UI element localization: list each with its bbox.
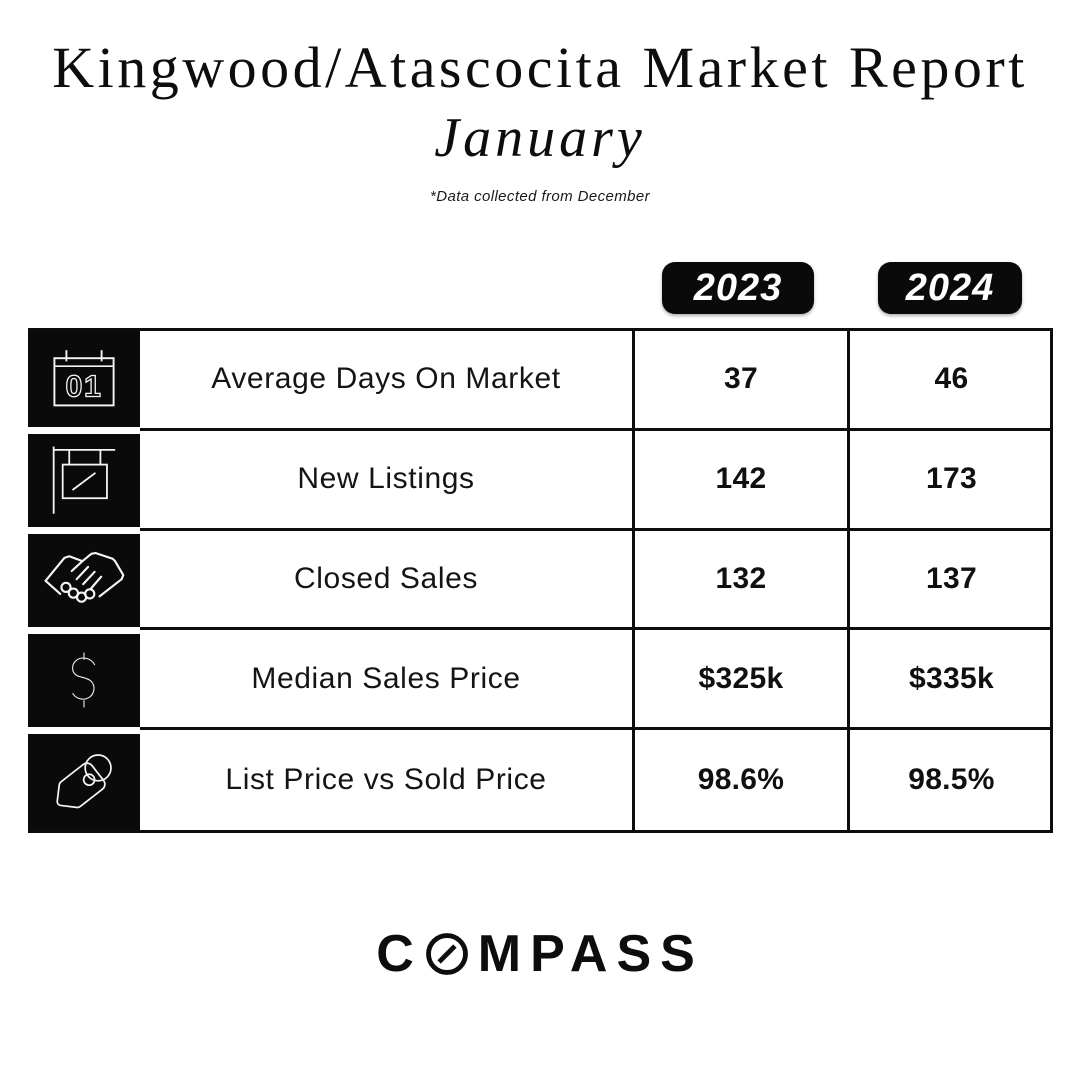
metric-label: Closed Sales (140, 531, 632, 631)
metric-label: Average Days On Market (140, 331, 632, 431)
yard-sign-icon (43, 441, 125, 521)
handshake-icon (39, 543, 129, 617)
metric-label: List Price vs Sold Price (225, 763, 547, 797)
icon-cell (28, 630, 140, 730)
brand-prefix: C (376, 925, 423, 983)
value-2024: 137 (847, 530, 1053, 631)
brand-suffix: MPASS (477, 925, 704, 983)
icon-cell: 01 (28, 331, 140, 431)
year-pill-2024: 2024 (878, 262, 1022, 314)
calendar-icon: 01 (44, 341, 124, 417)
value-2024: $335k (847, 630, 1053, 731)
metric-label: Median Sales Price (140, 630, 632, 731)
icon-cell (28, 730, 140, 830)
month-subtitle: January (434, 107, 646, 169)
value-2023: 132 (632, 530, 847, 631)
icon-cell (28, 431, 140, 531)
icon-cell (28, 531, 140, 631)
page-title: Kingwood/Atascocita Market Report (52, 35, 1028, 100)
value-2024: 173 (847, 430, 1053, 531)
value-2023: 142 (632, 430, 847, 531)
year-pill-2023: 2023 (662, 262, 814, 314)
compass-logo: C MPASS (0, 928, 1080, 980)
price-tag-icon (41, 741, 127, 823)
data-footnote: *Data collected from December (429, 188, 651, 205)
value-2023: 98.6% (632, 730, 847, 830)
svg-text:01: 01 (65, 370, 102, 404)
compass-o-icon (425, 933, 468, 975)
value-2024: 98.5% (847, 730, 1053, 830)
dollar-icon (51, 635, 117, 725)
metrics-table: 01 Average Days On Market 37 46 New List… (28, 328, 1053, 833)
value-2023: 37 (632, 331, 847, 431)
value-2023: $325k (632, 630, 847, 731)
metric-label: New Listings (140, 431, 632, 531)
value-2024: 46 (847, 331, 1053, 431)
